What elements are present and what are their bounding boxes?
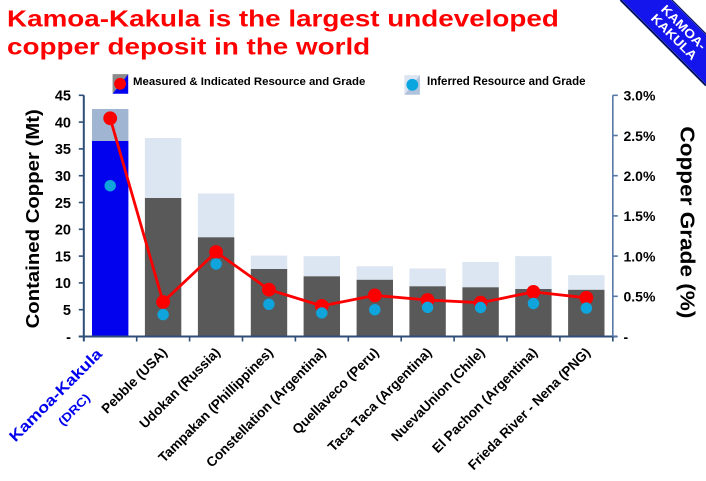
svg-text:40: 40 [55, 115, 71, 131]
svg-text:-: - [66, 330, 71, 346]
svg-text:2.0%: 2.0% [624, 168, 656, 184]
svg-text:25: 25 [55, 196, 71, 212]
svg-text:Contained Copper (Mt): Contained Copper (Mt) [23, 109, 44, 328]
svg-text:10: 10 [55, 276, 71, 292]
svg-text:Kamoa-Kakula is the largest un: Kamoa-Kakula is the largest undeveloped [7, 7, 559, 32]
svg-text:NuevaUnion (Chile): NuevaUnion (Chile) [388, 345, 487, 444]
svg-text:5: 5 [63, 303, 71, 319]
svg-text:20: 20 [55, 223, 71, 239]
svg-text:45: 45 [55, 89, 71, 105]
svg-text:copper deposit in the world: copper deposit in the world [7, 35, 370, 60]
svg-text:30: 30 [55, 169, 71, 185]
svg-text:Inferred Resource and Grade: Inferred Resource and Grade [427, 76, 586, 88]
svg-text:El Pachon (Argentina): El Pachon (Argentina) [429, 345, 540, 456]
svg-text:Kamoa-Kakula: Kamoa-Kakula [6, 345, 107, 446]
svg-text:Measured & Indicated Resource: Measured & Indicated Resource and Grade [133, 76, 365, 88]
svg-text:15: 15 [55, 249, 71, 265]
svg-text:35: 35 [55, 142, 71, 158]
svg-text:-: - [624, 329, 629, 345]
svg-text:Taca Taca (Argentina): Taca Taca (Argentina) [325, 345, 435, 455]
svg-text:2.5%: 2.5% [624, 128, 656, 144]
svg-text:1.5%: 1.5% [624, 208, 656, 224]
svg-text:3.0%: 3.0% [624, 88, 656, 104]
svg-text:Copper Grade (%): Copper Grade (%) [676, 126, 698, 318]
svg-text:0.5%: 0.5% [624, 289, 656, 305]
svg-text:1.0%: 1.0% [624, 248, 656, 264]
